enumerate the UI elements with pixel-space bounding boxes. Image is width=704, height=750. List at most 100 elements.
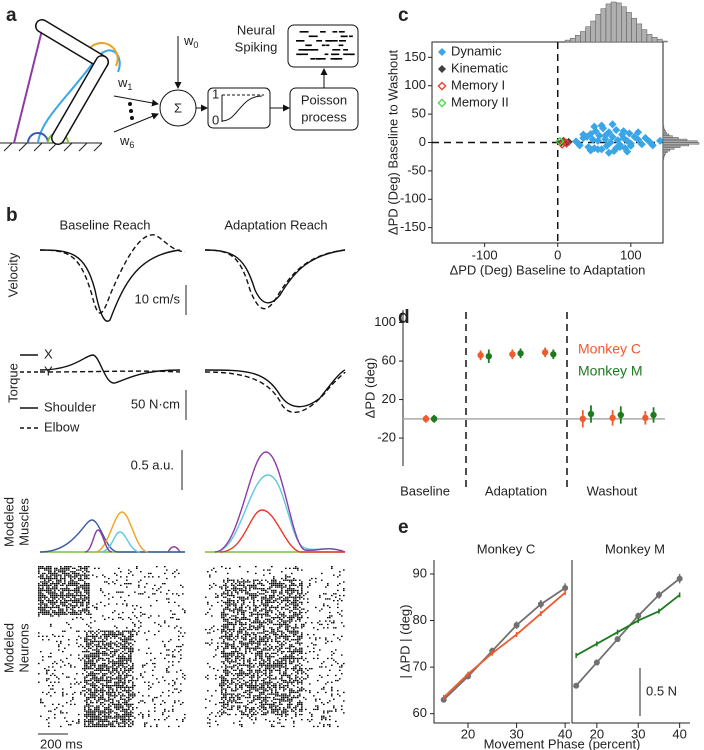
spike bbox=[88, 625, 90, 627]
spike bbox=[62, 691, 64, 694]
spike bbox=[112, 700, 114, 702]
spike bbox=[255, 649, 257, 651]
spike bbox=[225, 620, 227, 622]
spike bbox=[227, 674, 229, 677]
spike bbox=[277, 691, 279, 694]
spike bbox=[76, 722, 78, 724]
spike bbox=[72, 611, 74, 614]
spike bbox=[271, 647, 273, 649]
spike bbox=[283, 620, 285, 622]
spike bbox=[106, 657, 108, 660]
spike bbox=[227, 702, 229, 704]
spike bbox=[255, 669, 257, 671]
spike bbox=[277, 640, 279, 643]
spike bbox=[259, 632, 261, 634]
spike bbox=[245, 673, 247, 675]
spike bbox=[52, 603, 54, 605]
spike bbox=[221, 679, 223, 682]
spike bbox=[257, 669, 259, 671]
spike bbox=[303, 594, 305, 597]
spike bbox=[180, 645, 182, 648]
spike bbox=[259, 623, 261, 626]
spike bbox=[116, 678, 118, 680]
spike bbox=[86, 664, 88, 666]
spike bbox=[225, 637, 227, 639]
spike bbox=[301, 615, 303, 617]
spike bbox=[140, 579, 142, 581]
spike bbox=[285, 605, 287, 607]
spike bbox=[38, 681, 40, 683]
spike bbox=[235, 659, 237, 661]
spike bbox=[50, 594, 52, 597]
spike bbox=[130, 656, 132, 658]
spike bbox=[116, 671, 118, 673]
spike bbox=[273, 581, 275, 583]
spike bbox=[46, 596, 48, 598]
spike bbox=[110, 712, 112, 714]
spike bbox=[297, 669, 299, 671]
point bbox=[614, 636, 621, 643]
spike bbox=[265, 678, 267, 680]
spike bbox=[287, 681, 289, 683]
spike bbox=[64, 600, 66, 602]
spike bbox=[92, 678, 94, 680]
spike bbox=[38, 583, 40, 585]
spike bbox=[281, 659, 283, 661]
spike bbox=[291, 652, 293, 654]
spike bbox=[231, 618, 233, 620]
spike bbox=[68, 567, 70, 569]
spike bbox=[56, 594, 58, 597]
spike bbox=[74, 678, 76, 680]
spike bbox=[128, 572, 130, 575]
spike bbox=[102, 591, 104, 593]
spike bbox=[349, 35, 353, 38]
spike bbox=[263, 649, 265, 651]
spike bbox=[94, 707, 96, 709]
spike bbox=[209, 725, 211, 728]
spike bbox=[253, 598, 255, 600]
spike bbox=[116, 644, 118, 646]
spike bbox=[40, 577, 42, 580]
spike bbox=[293, 659, 295, 661]
spike bbox=[130, 618, 132, 620]
spike bbox=[245, 593, 247, 595]
spike bbox=[323, 605, 325, 607]
spike bbox=[281, 591, 283, 593]
spike bbox=[235, 673, 237, 675]
spike bbox=[54, 611, 56, 614]
spike bbox=[281, 696, 283, 699]
spike bbox=[287, 700, 289, 702]
spike bbox=[281, 583, 283, 585]
spike bbox=[247, 581, 249, 583]
spike bbox=[285, 637, 287, 639]
spike bbox=[339, 598, 341, 600]
spike bbox=[303, 659, 305, 661]
spike bbox=[82, 690, 84, 692]
spike bbox=[108, 645, 110, 648]
spike bbox=[106, 644, 108, 646]
spike bbox=[60, 596, 62, 598]
spike bbox=[287, 657, 289, 660]
spike bbox=[229, 644, 231, 646]
spike bbox=[84, 576, 86, 578]
spike bbox=[122, 673, 124, 675]
spike bbox=[297, 618, 299, 620]
spike bbox=[241, 584, 243, 586]
spike bbox=[104, 685, 106, 687]
spike bbox=[243, 639, 245, 641]
spike bbox=[319, 649, 321, 651]
spike bbox=[207, 603, 209, 605]
velocity-trace bbox=[204, 249, 346, 304]
spike bbox=[305, 622, 307, 624]
spike bbox=[84, 591, 86, 593]
spike bbox=[267, 630, 269, 632]
spike bbox=[84, 654, 86, 656]
spike bbox=[112, 668, 114, 670]
spike bbox=[257, 594, 259, 597]
spike bbox=[249, 664, 251, 666]
spike bbox=[54, 569, 56, 571]
spike bbox=[245, 617, 247, 619]
spike bbox=[174, 601, 176, 603]
spike bbox=[46, 567, 48, 569]
spike bbox=[273, 720, 275, 722]
